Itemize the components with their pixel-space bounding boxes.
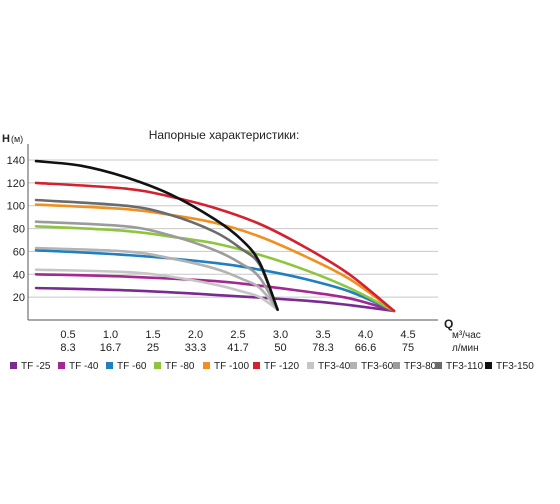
x-tick-label-top-4: 2.5: [230, 329, 245, 341]
legend-item: TF3-110: [435, 360, 483, 374]
chart-title: Напорные характеристики:: [148, 128, 300, 142]
legend-item: TF -80: [154, 360, 194, 374]
legend-label: TF -60: [117, 361, 147, 372]
legend-label: TF3-60: [361, 361, 394, 372]
x-tick-label-top-1: 1.0: [103, 329, 118, 341]
x-axis-unit-top: м³/час: [452, 330, 481, 341]
legend-swatch: [10, 362, 17, 369]
x-tick-label-top-6: 3.5: [315, 329, 330, 341]
legend-label: TF -120: [264, 361, 300, 372]
legend-item: TF -60: [106, 360, 146, 374]
legend-item: TF3-60: [350, 360, 393, 374]
x-tick-label-top-8: 4.5: [400, 329, 415, 341]
y-axis-label: H: [2, 133, 10, 145]
x-tick-label-bottom-7: 66.6: [355, 342, 376, 354]
x-axis-unit-bottom: л/мин: [452, 343, 479, 354]
legend: TF -25 TF -40 TF -60 TF -80 TF -100 TF -120 TF…: [10, 360, 560, 376]
x-tick-label-bottom-4: 41.7: [227, 342, 248, 354]
legend-item: TF -120: [253, 360, 299, 374]
y-tick-label-5: 120: [7, 178, 25, 190]
legend-label: TF3-150: [496, 361, 534, 372]
y-tick-label-6: 140: [7, 155, 25, 167]
legend-swatch: [307, 362, 314, 369]
legend-item: TF3-40: [307, 360, 350, 374]
legend-label: TF -100: [214, 361, 250, 372]
x-tick-label-bottom-3: 33.3: [185, 342, 206, 354]
x-tick-label-bottom-2: 25: [147, 342, 159, 354]
legend-swatch: [253, 362, 260, 369]
y-tick-label-2: 60: [13, 246, 25, 258]
series-line-5: [34, 181, 396, 313]
legend-label: TF3-110: [446, 361, 484, 372]
x-tick-label-bottom-1: 16.7: [100, 342, 121, 354]
x-tick-label-bottom-6: 78.3: [312, 342, 333, 354]
series-line-10: [34, 159, 279, 311]
y-tick-label-3: 80: [13, 224, 25, 236]
legend-swatch: [106, 362, 113, 369]
legend-item: TF3-150: [485, 360, 534, 374]
series-line-4: [34, 203, 396, 313]
x-tick-label-top-0: 0.5: [60, 329, 75, 341]
legend-swatch: [485, 362, 492, 369]
x-tick-label-top-7: 4.0: [358, 329, 373, 341]
legend-swatch: [203, 362, 210, 369]
legend-label: TF -80: [165, 361, 195, 372]
legend-item: TF -100: [203, 360, 249, 374]
series-line-2: [34, 249, 396, 313]
legend-swatch: [393, 362, 400, 369]
legend-label: TF -40: [69, 361, 99, 372]
legend-label: TF -25: [21, 361, 51, 372]
x-axis-label: Q: [444, 317, 453, 331]
series-line-7: [34, 246, 279, 311]
y-tick-label-1: 40: [13, 269, 25, 281]
series-line-0: [34, 286, 396, 313]
legend-item: TF -40: [58, 360, 98, 374]
series-line-1: [34, 273, 396, 313]
legend-swatch: [435, 362, 442, 369]
series-line-8: [34, 220, 279, 311]
legend-swatch: [350, 362, 357, 369]
y-tick-label-4: 100: [7, 201, 25, 213]
x-tick-label-top-5: 3.0: [273, 329, 288, 341]
x-tick-label-bottom-8: 75: [402, 342, 414, 354]
x-tick-label-bottom-5: 50: [274, 342, 286, 354]
legend-label: TF3-80: [404, 361, 437, 372]
x-tick-label-top-2: 1.5: [145, 329, 160, 341]
y-tick-label-0: 20: [13, 292, 25, 304]
series-line-3: [34, 225, 396, 313]
legend-swatch: [58, 362, 65, 369]
x-tick-label-bottom-0: 8.3: [60, 342, 75, 354]
legend-swatch: [154, 362, 161, 369]
x-tick-label-top-3: 2.0: [188, 329, 203, 341]
legend-label: TF3-40: [318, 361, 351, 372]
legend-item: TF -25: [10, 360, 50, 374]
series-line-6: [34, 268, 279, 311]
legend-item: TF3-80: [393, 360, 436, 374]
y-axis-unit: (м): [11, 134, 23, 144]
